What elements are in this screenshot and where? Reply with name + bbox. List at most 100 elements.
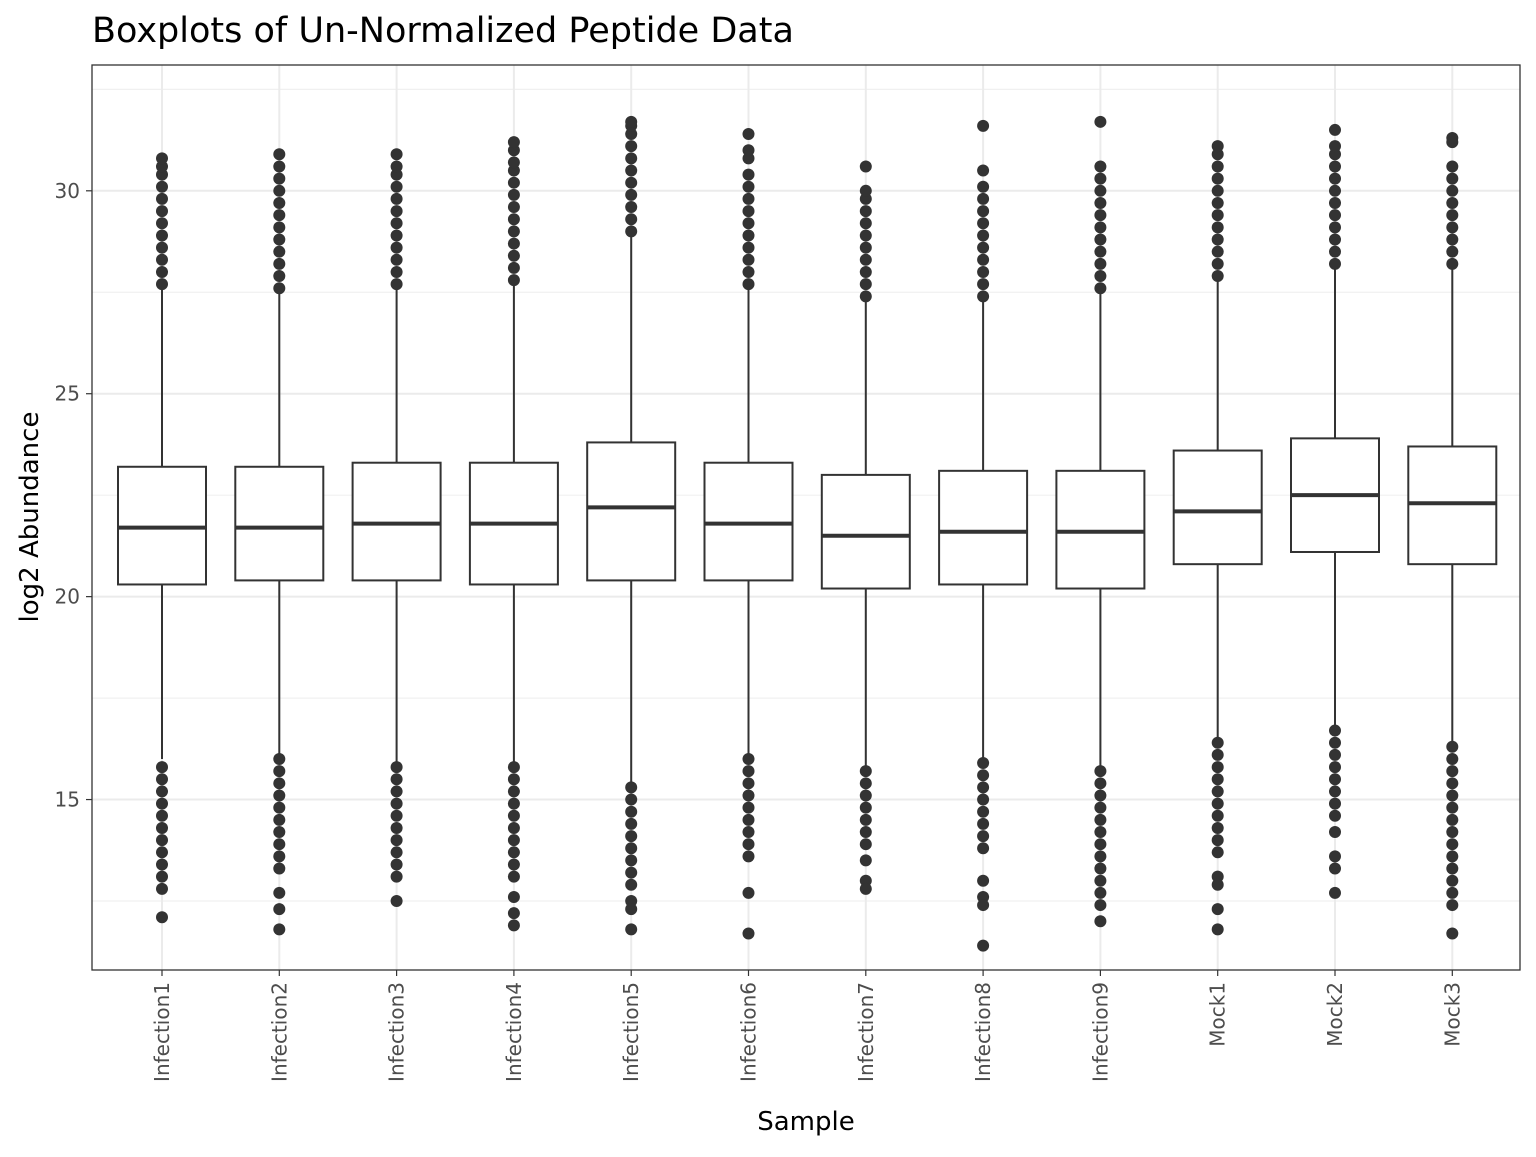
outlier-point: [390, 846, 403, 859]
outlier-point: [1329, 257, 1341, 270]
outlier-point: [859, 813, 872, 826]
outlier-point: [1446, 160, 1459, 173]
outlier-point: [625, 805, 638, 818]
outlier-point: [625, 201, 638, 214]
outlier-point: [1329, 724, 1341, 737]
outlier-point: [1446, 245, 1459, 258]
y-tick-label: 25: [55, 382, 80, 406]
outlier-point: [625, 854, 638, 867]
outlier-point: [156, 152, 168, 165]
outlier-point: [156, 180, 168, 193]
outlier-point: [625, 923, 638, 936]
outlier-point: [1094, 838, 1107, 851]
outlier-point: [1329, 209, 1341, 222]
outlier-point: [507, 773, 520, 786]
outlier-point: [1446, 886, 1459, 899]
outlier-point: [507, 858, 520, 871]
outlier-point: [390, 148, 403, 161]
outlier-point: [273, 245, 286, 258]
outlier-point: [625, 225, 638, 238]
outlier-point: [273, 172, 286, 185]
box: [1172, 449, 1263, 566]
outlier-point: [273, 282, 286, 295]
box-group: [1290, 123, 1380, 899]
outlier-point: [156, 809, 168, 822]
outlier-point: [742, 789, 755, 802]
outlier-point: [1329, 826, 1341, 839]
outlier-point: [977, 842, 990, 855]
outlier-point: [1446, 196, 1459, 209]
outlier-point: [742, 217, 755, 230]
outlier-point: [859, 801, 872, 814]
outlier-point: [1094, 801, 1107, 814]
outlier-point: [273, 196, 286, 209]
outlier-point: [156, 858, 168, 871]
outlier-point: [625, 140, 638, 153]
box: [1055, 469, 1146, 590]
outlier-point: [1446, 132, 1459, 145]
outlier-point: [742, 229, 755, 242]
outlier-point: [742, 144, 755, 157]
box-group: [351, 148, 442, 908]
outlier-point: [1211, 923, 1224, 936]
outlier-point: [156, 821, 168, 834]
outlier-point: [742, 886, 755, 899]
outlier-point: [1094, 765, 1107, 778]
box: [117, 465, 207, 586]
y-tick-label: 15: [55, 788, 80, 812]
outlier-point: [625, 781, 638, 794]
outlier-point: [1211, 834, 1224, 847]
outlier-point: [1094, 915, 1107, 928]
outlier-point: [1211, 846, 1224, 859]
outlier-point: [742, 813, 755, 826]
x-axis: Infection1 Infection2 Infection3 Infection4…: [150, 970, 1464, 1082]
outlier-point: [859, 777, 872, 790]
outlier-point: [507, 274, 520, 287]
outlier-point: [507, 249, 520, 262]
outlier-point: [742, 801, 755, 814]
outlier-point: [977, 817, 990, 830]
outlier-point: [156, 205, 168, 218]
outlier-point: [1211, 270, 1224, 283]
outlier-point: [507, 237, 520, 250]
outlier-point: [742, 253, 755, 266]
outlier-point: [390, 809, 403, 822]
outlier-point: [625, 866, 638, 879]
outlier-point: [977, 265, 990, 278]
outlier-point: [742, 241, 755, 254]
outlier-point: [742, 826, 755, 839]
outlier-point: [273, 148, 286, 161]
outlier-point: [156, 834, 168, 847]
outlier-point: [859, 838, 872, 851]
outlier-point: [273, 777, 286, 790]
outlier-point: [742, 752, 755, 765]
outlier-point: [390, 785, 403, 798]
outlier-point: [1094, 789, 1107, 802]
outlier-point: [859, 253, 872, 266]
outlier-point: [742, 192, 755, 205]
outlier-point: [859, 241, 872, 254]
outlier-point: [273, 270, 286, 283]
outlier-point: [273, 765, 286, 778]
outlier-point: [1329, 862, 1341, 875]
outlier-point: [390, 192, 403, 205]
outlier-point: [507, 785, 520, 798]
outlier-point: [742, 838, 755, 851]
outlier-point: [390, 253, 403, 266]
outlier-point: [156, 846, 168, 859]
outlier-point: [156, 278, 168, 291]
boxes: [117, 115, 1498, 952]
outlier-point: [977, 253, 990, 266]
x-tick-label: Infection9: [1088, 982, 1112, 1082]
outlier-point: [273, 160, 286, 173]
outlier-point: [273, 184, 286, 197]
box: [351, 461, 442, 582]
outlier-point: [1446, 184, 1459, 197]
outlier-point: [390, 797, 403, 810]
outlier-point: [1094, 245, 1107, 258]
outlier-point: [1446, 209, 1459, 222]
outlier-point: [1211, 184, 1224, 197]
outlier-point: [977, 874, 990, 887]
box-group: [820, 160, 911, 895]
